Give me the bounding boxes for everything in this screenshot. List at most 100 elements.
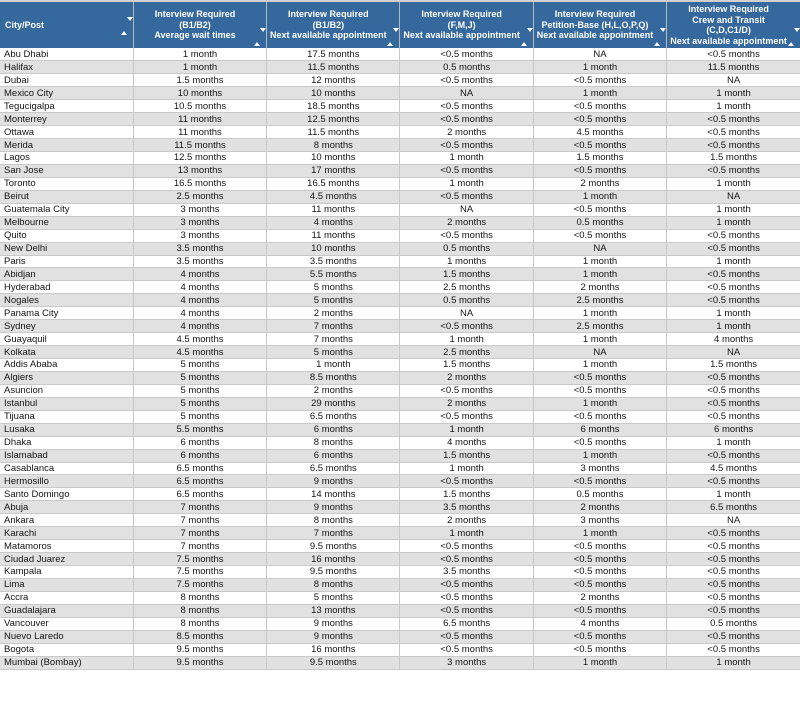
city-cell: Algiers xyxy=(0,371,134,385)
wait-time-cell: NA xyxy=(666,73,800,88)
sort-icon[interactable] xyxy=(654,28,667,46)
wait-time-cell: 4 months xyxy=(132,280,267,295)
wait-time-cell: <0.5 months xyxy=(666,604,800,618)
wait-time-cell: 5 months xyxy=(132,384,267,398)
column-header-fmj-next-appointment[interactable]: Interview Required (F,M,J) Next availabl… xyxy=(399,0,534,48)
wait-time-cell: <0.5 months xyxy=(532,73,667,88)
table-row: Halifax 1 month 11.5 months 0.5 months 1 mon… xyxy=(0,60,800,75)
wait-time-cell: 1 month xyxy=(666,306,800,321)
wait-time-cell: 6 months xyxy=(532,423,667,437)
sort-icon[interactable] xyxy=(788,28,800,46)
city-cell: Lima xyxy=(0,578,134,592)
wait-time-cell: 9.5 months xyxy=(132,643,267,657)
wait-time-cell: 2.5 months xyxy=(132,190,267,204)
wait-time-cell: <0.5 months xyxy=(399,73,534,88)
city-cell: Karachi xyxy=(0,526,134,541)
wait-time-cell: 1 month xyxy=(532,306,667,321)
column-header-crew-transit-next-appointment[interactable]: Interview Required Crew and Transit (C,D… xyxy=(666,0,800,48)
wait-time-cell: 7 months xyxy=(132,539,267,554)
wait-time-cell: <0.5 months xyxy=(399,474,534,489)
city-cell: Lagos xyxy=(0,151,134,165)
table-body: Abu Dhabi 1 month 17.5 months <0.5 months NA… xyxy=(0,48,800,670)
wait-time-cell: <0.5 months xyxy=(666,578,800,592)
city-cell: Melbourne xyxy=(0,216,134,230)
wait-time-cell: 1 month xyxy=(532,656,667,670)
wait-time-cell: 6 months xyxy=(266,449,400,463)
wait-time-cell: 1 month xyxy=(666,436,800,450)
table-row: Dubai 1.5 months 12 months <0.5 months <0.5 … xyxy=(0,73,800,88)
sort-icon[interactable] xyxy=(254,28,267,46)
wait-time-cell: <0.5 months xyxy=(399,138,534,152)
city-cell: New Delhi xyxy=(0,242,134,256)
wait-time-cell: 9 months xyxy=(266,474,400,489)
table-row: Accra 8 months 5 months <0.5 months 2 months… xyxy=(0,591,800,605)
city-cell: Istanbul xyxy=(0,397,134,411)
column-header-b1b2-average-wait[interactable]: Interview Required (B1/B2) Average wait … xyxy=(132,0,267,48)
sort-icon[interactable] xyxy=(387,28,400,46)
city-cell: Abuja xyxy=(0,500,134,515)
city-cell: Merida xyxy=(0,138,134,152)
table-row: Hermosillo 6.5 months 9 months <0.5 months <… xyxy=(0,474,800,489)
wait-time-cell: 1 month xyxy=(532,60,667,75)
city-cell: Ottawa xyxy=(0,125,134,140)
column-header-b1b2-next-appointment[interactable]: Interview Required (B1/B2) Next availabl… xyxy=(266,0,400,48)
wait-time-cell: <0.5 months xyxy=(399,164,534,178)
sort-icon[interactable] xyxy=(520,28,533,46)
sort-icon[interactable] xyxy=(120,17,133,35)
table-row: Quito 3 months 11 months <0.5 months <0.5 mo… xyxy=(0,229,800,243)
wait-time-cell: 1 month xyxy=(666,99,800,114)
table-row: Tijuana 5 months 6.5 months <0.5 months <0.5… xyxy=(0,410,800,424)
wait-time-cell: <0.5 months xyxy=(399,643,534,657)
wait-time-cell: 1 month xyxy=(132,60,267,75)
wait-time-cell: 6 months xyxy=(132,449,267,463)
table-row: Matamoros 7 months 9.5 months <0.5 months <0… xyxy=(0,539,800,554)
wait-time-cell: 10 months xyxy=(266,242,400,256)
wait-time-cell: 1.5 months xyxy=(532,151,667,165)
wait-time-cell: <0.5 months xyxy=(399,539,534,554)
wait-time-cell: 11.5 months xyxy=(266,60,400,75)
wait-time-cell: NA xyxy=(532,345,667,359)
city-cell: Hermosillo xyxy=(0,474,134,489)
wait-time-cell: NA xyxy=(399,86,534,101)
wait-time-cell: 1 month xyxy=(666,319,800,334)
wait-time-cell: 8 months xyxy=(266,578,400,592)
wait-time-cell: 0.5 months xyxy=(532,487,667,502)
sort-down-arrow-icon xyxy=(660,28,667,42)
wait-time-cell: <0.5 months xyxy=(532,138,667,152)
visa-wait-times-table: City/Post Interview Required (B1/B2) Aver… xyxy=(0,0,800,670)
city-cell: Nuevo Laredo xyxy=(0,630,134,644)
wait-time-cell: 4.5 months xyxy=(132,332,267,347)
wait-time-cell: 8.5 months xyxy=(132,630,267,644)
wait-time-cell: 2 months xyxy=(532,177,667,191)
wait-time-cell: <0.5 months xyxy=(666,539,800,554)
wait-time-cell: <0.5 months xyxy=(399,591,534,605)
wait-time-cell: <0.5 months xyxy=(666,630,800,644)
wait-time-cell: 2 months xyxy=(532,280,667,295)
wait-time-cell: 6.5 months xyxy=(666,500,800,515)
wait-time-cell: 5 months xyxy=(266,280,400,295)
wait-time-cell: 1 months xyxy=(399,255,534,269)
wait-time-cell: 18.5 months xyxy=(266,99,400,114)
wait-time-cell: 1 month xyxy=(399,462,534,476)
city-cell: Tegucigalpa xyxy=(0,99,134,114)
wait-time-cell: <0.5 months xyxy=(532,229,667,243)
column-header-petition-next-appointment[interactable]: Interview Required Petition-Base (H,L,O,… xyxy=(532,0,667,48)
city-cell: Tijuana xyxy=(0,410,134,424)
wait-time-cell: 13 months xyxy=(266,604,400,618)
wait-time-cell: 7.5 months xyxy=(132,552,267,566)
wait-time-cell: NA xyxy=(532,242,667,256)
wait-time-cell: 0.5 months xyxy=(399,242,534,256)
wait-time-cell: 8 months xyxy=(266,138,400,152)
wait-time-cell: 4 months xyxy=(666,332,800,347)
wait-time-cell: 9.5 months xyxy=(132,656,267,670)
wait-time-cell: 11.5 months xyxy=(266,125,400,140)
table-row: Monterrey 11 months 12.5 months <0.5 months… xyxy=(0,112,800,127)
city-cell: Abu Dhabi xyxy=(0,48,134,62)
wait-time-cell: 3 months xyxy=(132,203,267,217)
wait-time-cell: <0.5 months xyxy=(532,384,667,398)
wait-time-cell: 17.5 months xyxy=(266,48,400,62)
wait-time-cell: 1 month xyxy=(666,216,800,230)
column-header-city[interactable]: City/Post xyxy=(0,0,134,48)
wait-time-cell: 10 months xyxy=(266,151,400,165)
wait-time-cell: 6.5 months xyxy=(132,462,267,476)
